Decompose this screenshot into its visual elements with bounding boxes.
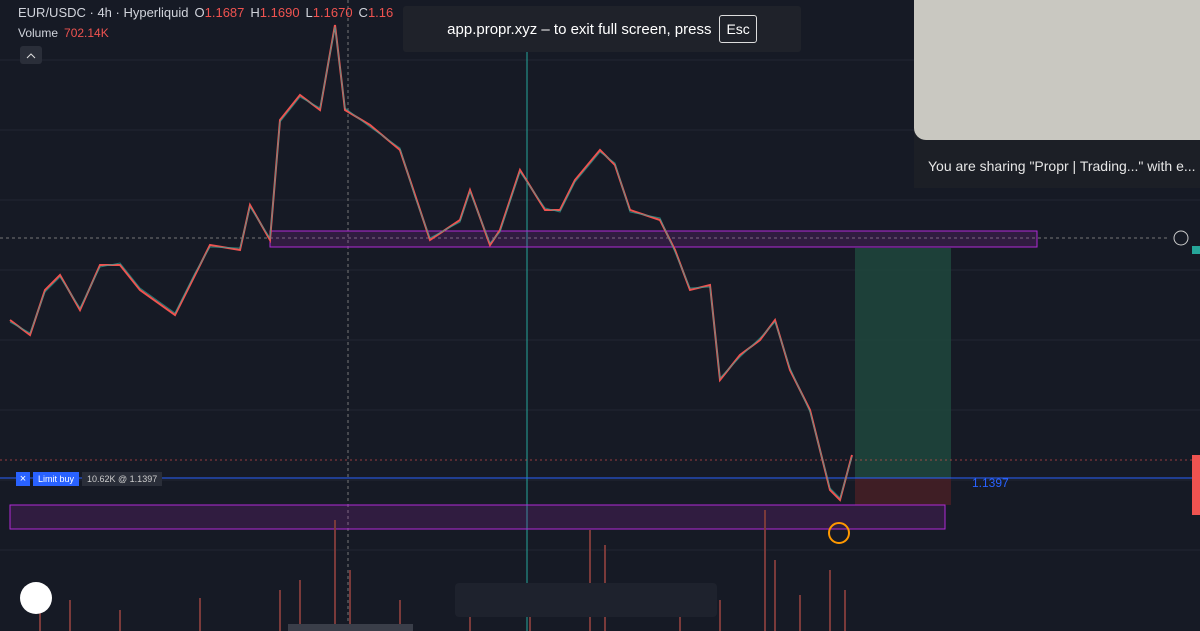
tv-logo xyxy=(20,582,52,614)
ohlc-key: L xyxy=(305,5,313,20)
esc-key: Esc xyxy=(719,15,757,43)
order-details: 10.62K @ 1.1397 xyxy=(82,472,163,486)
price-series-shadow xyxy=(9,26,853,499)
axis-tags xyxy=(1192,455,1200,515)
ohlc-value: 1.16 xyxy=(367,5,394,20)
add-button[interactable] xyxy=(1173,230,1189,246)
grid xyxy=(0,59,1200,551)
stop-loss-zone xyxy=(855,478,951,505)
collapse-icon xyxy=(26,53,36,59)
share-text: You are sharing "Propr | Trading..." wit… xyxy=(928,158,1196,174)
ohlc-key: H xyxy=(250,5,260,20)
camera-preview xyxy=(914,0,1200,140)
symbol: EUR/USDC · 4h · Hyperliquid xyxy=(18,5,189,20)
volume-value: 702.14K xyxy=(64,26,109,40)
ohlc-value: 1.1690 xyxy=(259,5,300,20)
ohlc: O1.1687 H1.1690 L1.1670 C1.16 xyxy=(189,5,394,20)
price-series xyxy=(9,24,853,502)
ohlc-key: O xyxy=(194,5,205,20)
axis-tag xyxy=(1192,246,1200,254)
scrollbar[interactable] xyxy=(288,624,413,631)
share-panel: You are sharing "Propr | Trading..." wit… xyxy=(914,0,1200,188)
order-side: Limit buy xyxy=(33,472,80,486)
support-zone xyxy=(9,504,946,530)
volume: Volume 702.14K xyxy=(18,26,109,40)
volume-label: Volume xyxy=(18,26,59,40)
cancel-order[interactable]: × xyxy=(16,472,30,486)
drawing-toolbar[interactable] xyxy=(455,583,717,617)
ohlc-value: 1.1687 xyxy=(204,5,245,20)
banner-text: app.propr.xyz – to exit full screen, pre… xyxy=(447,20,712,38)
ohlc-key: C xyxy=(358,5,368,20)
alert-marker xyxy=(828,522,850,544)
fullscreen-banner: app.propr.xyz – to exit full screen, pre… xyxy=(403,6,801,52)
symbol-header: EUR/USDC · 4h · Hyperliquid O1.1687 H1.169… xyxy=(18,5,393,20)
collapse-button[interactable] xyxy=(20,46,42,64)
take-profit-zone xyxy=(855,248,951,478)
ohlc-value: 1.1670 xyxy=(312,5,353,20)
order-tag: × Limit buy 10.62K @ 1.1397 xyxy=(16,472,163,486)
order-price: 1.1397 xyxy=(972,476,1009,490)
resistance-zone xyxy=(269,230,1038,248)
